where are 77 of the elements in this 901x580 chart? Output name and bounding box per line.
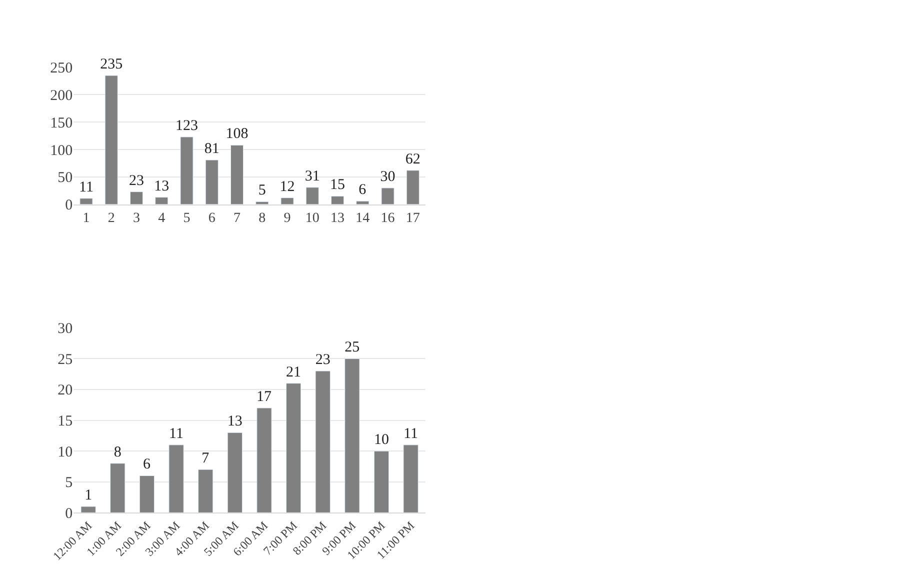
data-label: 81 xyxy=(204,140,220,157)
bar xyxy=(110,463,126,513)
data-label: 21 xyxy=(286,364,302,380)
y-tick-label: 100 xyxy=(50,142,73,159)
bar xyxy=(344,358,360,513)
x-tick-label: 13 xyxy=(330,211,345,226)
y-tick-label: 20 xyxy=(58,382,73,399)
y-tick-label: 150 xyxy=(50,115,73,132)
bar xyxy=(80,198,93,204)
bar xyxy=(198,469,214,513)
bar xyxy=(286,383,302,513)
y-tick-label: 0 xyxy=(65,506,73,522)
bar xyxy=(374,450,390,513)
bar xyxy=(80,506,96,513)
data-label: 6 xyxy=(358,182,367,198)
x-tick-label: 5 xyxy=(183,211,190,226)
data-label: 17 xyxy=(256,388,272,405)
y-tick-label: 30 xyxy=(58,321,73,338)
data-label: 108 xyxy=(226,126,248,142)
y-tick-label: 25 xyxy=(58,352,73,368)
x-tick-label: 4 xyxy=(158,211,166,226)
bar xyxy=(139,475,155,513)
y-tick-label: 250 xyxy=(50,60,73,77)
bar xyxy=(256,408,272,513)
data-label: 123 xyxy=(176,118,198,134)
data-label: 8 xyxy=(114,444,122,460)
bar xyxy=(230,144,244,204)
data-label: 11 xyxy=(79,179,94,196)
data-label: 30 xyxy=(380,168,396,185)
bar xyxy=(155,197,168,204)
data-label: 31 xyxy=(304,168,320,184)
bar xyxy=(403,444,418,513)
x-tick-label: 17 xyxy=(406,211,420,226)
x-tick-label: 10 xyxy=(305,211,320,226)
bar xyxy=(168,444,184,513)
data-label: 5 xyxy=(258,182,266,199)
bar xyxy=(227,432,242,513)
x-tick-label: 7 xyxy=(234,211,241,226)
data-label: 11 xyxy=(169,426,184,442)
data-label: 10 xyxy=(374,432,389,448)
y-tick-label: 0 xyxy=(65,198,73,214)
x-tick-label: 1 xyxy=(82,211,90,226)
x-tick-label: 2 xyxy=(108,211,115,226)
data-label: 6 xyxy=(142,456,151,473)
bar xyxy=(205,160,218,204)
data-label: 12 xyxy=(280,178,295,195)
data-label: 62 xyxy=(405,151,420,168)
y-tick-label: 15 xyxy=(58,414,73,430)
data-label: 7 xyxy=(202,450,210,467)
x-tick-label: 9 xyxy=(284,211,291,226)
data-label: 25 xyxy=(344,340,360,356)
bar xyxy=(130,192,144,204)
x-tick-label: 8 xyxy=(258,211,266,226)
y-tick-label: 200 xyxy=(50,88,73,104)
data-label: 23 xyxy=(128,172,144,189)
x-tick-label: 3 xyxy=(132,211,140,226)
x-tick-label: 16 xyxy=(380,211,395,226)
bar xyxy=(406,170,420,204)
x-tick-label: 14 xyxy=(356,211,370,226)
data-label: 11 xyxy=(404,426,418,442)
data-label: 1 xyxy=(84,487,92,504)
bar xyxy=(280,198,294,204)
y-tick-label: 10 xyxy=(58,444,73,460)
bar xyxy=(104,75,118,204)
y-tick-label: 5 xyxy=(65,475,73,492)
data-label: 23 xyxy=(315,352,330,368)
data-label: 13 xyxy=(154,178,170,194)
data-label: 235 xyxy=(100,56,123,73)
bar xyxy=(306,187,319,204)
data-label: 15 xyxy=(330,177,346,194)
bar xyxy=(180,136,194,204)
bar xyxy=(381,188,394,204)
bar xyxy=(330,196,344,204)
x-tick-label: 6 xyxy=(208,211,216,226)
y-tick-label: 50 xyxy=(58,170,73,186)
bar xyxy=(315,370,330,513)
data-label: 13 xyxy=(227,414,242,430)
